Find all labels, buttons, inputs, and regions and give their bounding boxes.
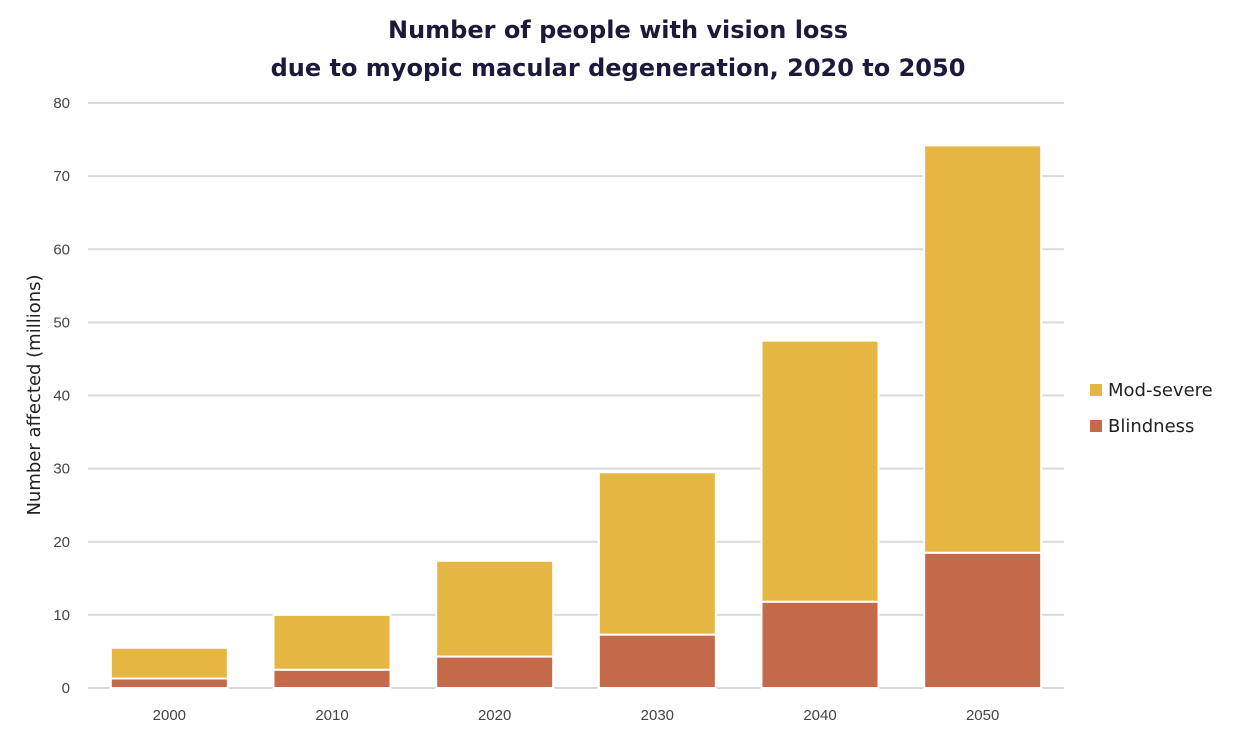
x-tick-label: 2050 <box>966 707 999 724</box>
x-axis-ticks: 2000 2010 2020 2030 2040 2050 <box>153 707 1000 724</box>
x-tick-label: 2010 <box>315 707 348 724</box>
bar-mod-severe-2030 <box>597 471 717 636</box>
legend-swatch <box>1090 384 1102 396</box>
bar-mod-severe-2000 <box>109 646 229 680</box>
x-tick-label: 2040 <box>803 707 836 724</box>
bar-mod-severe-2050 <box>923 144 1043 554</box>
legend-label: Mod-severe <box>1108 380 1213 401</box>
y-tick-label: 60 <box>53 241 70 258</box>
x-tick-label: 2030 <box>641 707 674 724</box>
y-axis-label: Number affected (millions) <box>24 274 45 515</box>
y-tick-label: 0 <box>62 680 70 697</box>
chart-subtitle: due to myopic macular degeneration, 2020… <box>271 54 966 82</box>
y-tick-label: 40 <box>53 388 70 405</box>
x-tick-label: 2020 <box>478 707 511 724</box>
y-tick-label: 70 <box>53 168 70 185</box>
y-tick-label: 50 <box>53 314 70 331</box>
bar-mod-severe-2040 <box>760 339 880 603</box>
bar-blindness-2020 <box>435 655 555 690</box>
bar-blindness-2010 <box>272 668 392 689</box>
bar-blindness-2030 <box>597 633 717 690</box>
x-tick-label: 2000 <box>153 707 186 724</box>
legend-swatch <box>1090 420 1102 432</box>
y-tick-label: 80 <box>53 95 70 112</box>
y-tick-label: 20 <box>53 534 70 551</box>
y-axis-ticks: 0 10 20 30 40 50 60 70 80 <box>53 95 70 697</box>
chart-title: Number of people with vision loss <box>388 16 848 44</box>
legend-label: Blindness <box>1108 416 1194 437</box>
bar-blindness-2000 <box>109 677 229 690</box>
y-tick-label: 30 <box>53 461 70 478</box>
bars <box>109 144 1043 690</box>
bar-blindness-2050 <box>923 551 1043 689</box>
bar-blindness-2040 <box>760 600 880 690</box>
bar-mod-severe-2020 <box>435 559 555 658</box>
bar-mod-severe-2010 <box>272 613 392 671</box>
gridlines <box>88 102 1064 689</box>
legend: Mod-severe Blindness <box>1090 380 1213 437</box>
y-tick-label: 10 <box>53 607 70 624</box>
